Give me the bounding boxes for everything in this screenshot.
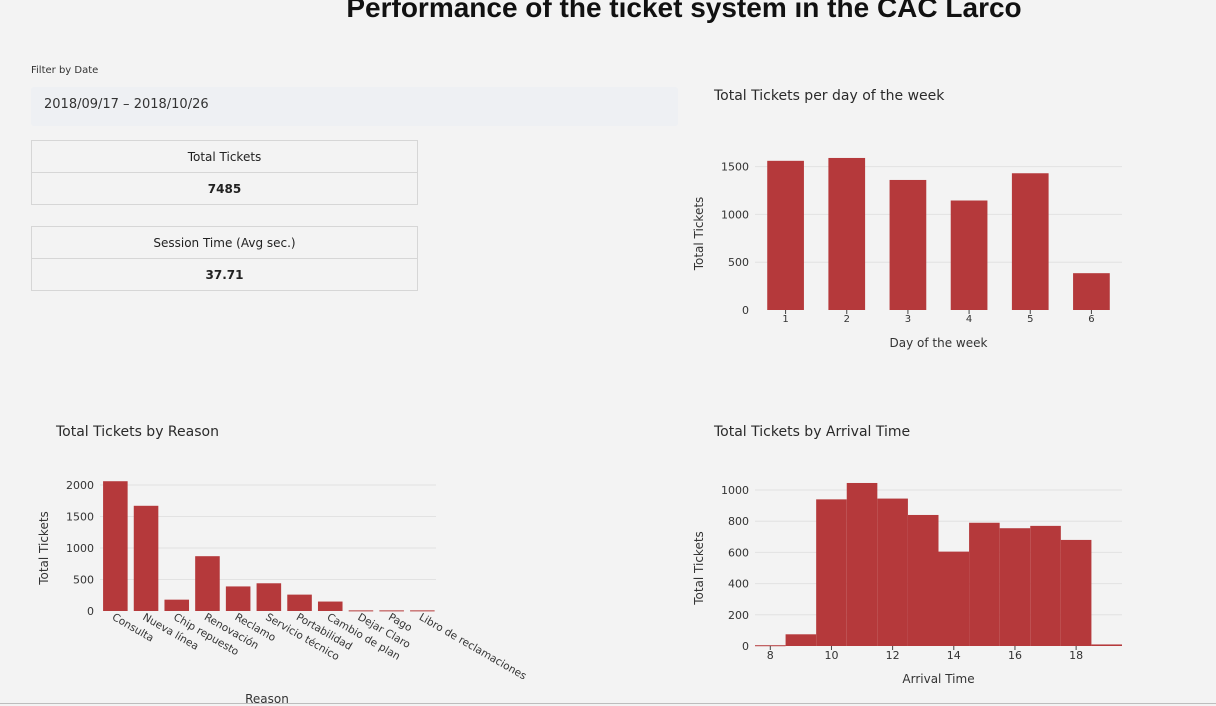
bar-reason	[410, 610, 435, 612]
bar-reason	[225, 586, 251, 611]
bar-5	[1011, 173, 1049, 310]
bar-reason	[164, 599, 190, 611]
histogram-bar	[755, 645, 786, 647]
y-tick-label: 0	[87, 605, 94, 618]
y-tick-label: 1500	[721, 161, 749, 174]
session-time-value: 37.71	[31, 258, 418, 291]
histogram-bar	[938, 551, 970, 646]
x-tick-label: 1	[782, 314, 788, 325]
histogram-bar	[877, 498, 908, 646]
bar-reason	[287, 594, 312, 611]
x-tick-label: 16	[1008, 649, 1022, 662]
x-tick-label: 4	[966, 314, 972, 325]
x-tick-label: 8	[767, 649, 774, 662]
total-tickets-value: 7485	[31, 172, 418, 205]
x-axis-label: Reason	[245, 692, 289, 706]
chart-reason-title: Total Tickets by Reason	[56, 424, 219, 440]
y-tick-label: 600	[728, 546, 749, 559]
total-tickets-card: Total Tickets 7485	[31, 140, 418, 205]
y-tick-label: 500	[73, 574, 94, 587]
bar-3	[889, 179, 927, 310]
bar-1	[767, 160, 804, 310]
y-tick-label: 1500	[66, 511, 94, 524]
bar-6	[1073, 273, 1110, 310]
bar-reason	[256, 583, 282, 611]
x-tick-label: 6	[1088, 314, 1094, 325]
histogram-bar	[1030, 525, 1061, 646]
x-tick-label: 3	[905, 314, 911, 325]
chart-day-of-week-title: Total Tickets per day of the week	[714, 88, 945, 104]
session-time-card: Session Time (Avg sec.) 37.71	[31, 226, 418, 291]
x-tick-label: 18	[1069, 649, 1083, 662]
y-tick-label: 800	[728, 515, 749, 528]
date-range-picker[interactable]: 2018/09/17 – 2018/10/26	[31, 87, 678, 126]
y-axis-label: Total Tickets	[692, 531, 706, 606]
session-time-header: Session Time (Avg sec.)	[31, 226, 418, 259]
chart-arrival-title: Total Tickets by Arrival Time	[714, 424, 911, 440]
histogram-bar	[785, 634, 817, 646]
y-tick-label: 500	[728, 256, 749, 269]
x-tick-label: 14	[947, 649, 961, 662]
date-range-value[interactable]: 2018/09/17 – 2018/10/26	[44, 97, 209, 112]
y-tick-label: 400	[728, 578, 749, 591]
x-tick-label: 12	[886, 649, 900, 662]
total-tickets-header: Total Tickets	[31, 140, 418, 173]
bar-reason	[348, 610, 374, 612]
y-tick-label: 1000	[66, 542, 94, 555]
page-title: Performance of the ticket system in the …	[346, 0, 1022, 23]
bar-reason	[379, 610, 404, 612]
histogram-bar	[816, 499, 847, 646]
histogram-bar	[999, 528, 1031, 646]
y-tick-label: 2000	[66, 479, 94, 492]
page-bottom-divider	[0, 703, 1216, 704]
y-tick-label: 200	[728, 609, 749, 622]
x-axis-label: Arrival Time	[902, 672, 974, 686]
bar-2	[828, 157, 866, 310]
y-tick-label: 0	[742, 640, 749, 653]
x-axis-label: Day of the week	[890, 336, 988, 350]
bar-reason	[195, 556, 220, 611]
y-axis-label: Total Tickets	[692, 197, 706, 272]
x-tick-label: 2	[844, 314, 850, 325]
bar-reason	[103, 481, 128, 611]
histogram-bar	[846, 482, 878, 646]
histogram-bar	[907, 514, 939, 646]
y-tick-label: 1000	[721, 208, 749, 221]
filter-label: Filter by Date	[31, 65, 99, 76]
x-tick-label: 5	[1027, 314, 1033, 325]
y-tick-label: 0	[742, 304, 749, 317]
histogram-bar	[1091, 644, 1122, 646]
y-tick-label: 1000	[721, 484, 749, 497]
bar-4	[950, 200, 988, 310]
bar-reason	[317, 601, 343, 611]
bar-reason	[133, 505, 159, 611]
y-axis-label: Total Tickets	[37, 511, 51, 586]
x-tick-label: 10	[824, 649, 838, 662]
histogram-bar	[1060, 539, 1092, 646]
histogram-bar	[969, 522, 1000, 646]
